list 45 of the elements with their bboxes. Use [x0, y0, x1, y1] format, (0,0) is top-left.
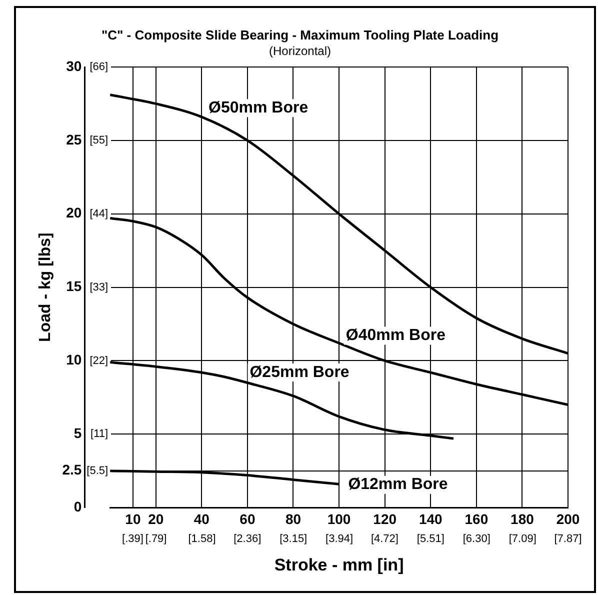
- series-label: Ø40mm Bore: [346, 327, 446, 344]
- y-tick-label: 2.5: [62, 462, 82, 478]
- x-tick-label: 60: [240, 510, 256, 527]
- x2-tick-label: [1.58]: [188, 533, 216, 546]
- x2-tick-label: [3.94]: [326, 533, 354, 546]
- y2-tick-label: [33]: [90, 281, 108, 294]
- x-tick-label: 180: [510, 510, 534, 527]
- x2-tick-label: [5.51]: [416, 533, 444, 546]
- x-tick-label: 80: [285, 510, 302, 527]
- x2-tick-label: [6.30]: [462, 533, 490, 546]
- x-tick-label: 10: [125, 510, 141, 527]
- x-tick-label: 100: [327, 510, 351, 527]
- x-tick-label: 200: [556, 510, 580, 527]
- series-label: Ø25mm Bore: [250, 364, 350, 381]
- series-label: Ø50mm Bore: [208, 100, 308, 117]
- x2-tick-label: [7.09]: [508, 533, 536, 546]
- y-tick-label: 5: [74, 425, 82, 442]
- series-label: Ø12mm Bore: [348, 476, 448, 494]
- x-tick-label: 160: [464, 510, 488, 527]
- y-tick-label: 30: [66, 58, 82, 74]
- y2-tick-label: [11]: [90, 428, 108, 440]
- x2-tick-label: [2.36]: [234, 533, 262, 546]
- y-axis-title: Load - kg [lbs]: [37, 232, 54, 342]
- y-tick-label: 25: [66, 131, 82, 148]
- x2-tick-label: [7.87]: [554, 533, 582, 546]
- x-tick-label: 20: [148, 510, 164, 527]
- x2-tick-label: [4.72]: [370, 533, 398, 546]
- y-tick-label: 0: [74, 498, 82, 514]
- y2-tick-label: [66]: [90, 61, 108, 74]
- y-tick-label: 20: [66, 204, 82, 221]
- y2-tick-label: [22]: [90, 354, 108, 367]
- x2-tick-label: [.39]: [122, 533, 144, 546]
- y-tick-label: 10: [66, 352, 82, 368]
- y2-tick-label: [55]: [90, 134, 108, 146]
- chart-title: "C" - Composite Slide Bearing - Maximum Tooling Plate Loading: [101, 27, 499, 42]
- y2-tick-label: [44]: [90, 208, 108, 220]
- x-axis-title: Stroke - mm [in]: [274, 555, 404, 574]
- x2-tick-label: [3.15]: [280, 533, 308, 546]
- x-tick-label: 140: [418, 510, 443, 527]
- x2-tick-label: [.79]: [145, 533, 167, 546]
- chart-subtitle: (Horizontal): [268, 44, 332, 58]
- x-tick-label: 120: [373, 510, 397, 527]
- y2-tick-label: [5.5]: [86, 464, 108, 477]
- y-tick-label: 15: [66, 278, 82, 294]
- x-tick-label: 40: [194, 510, 210, 527]
